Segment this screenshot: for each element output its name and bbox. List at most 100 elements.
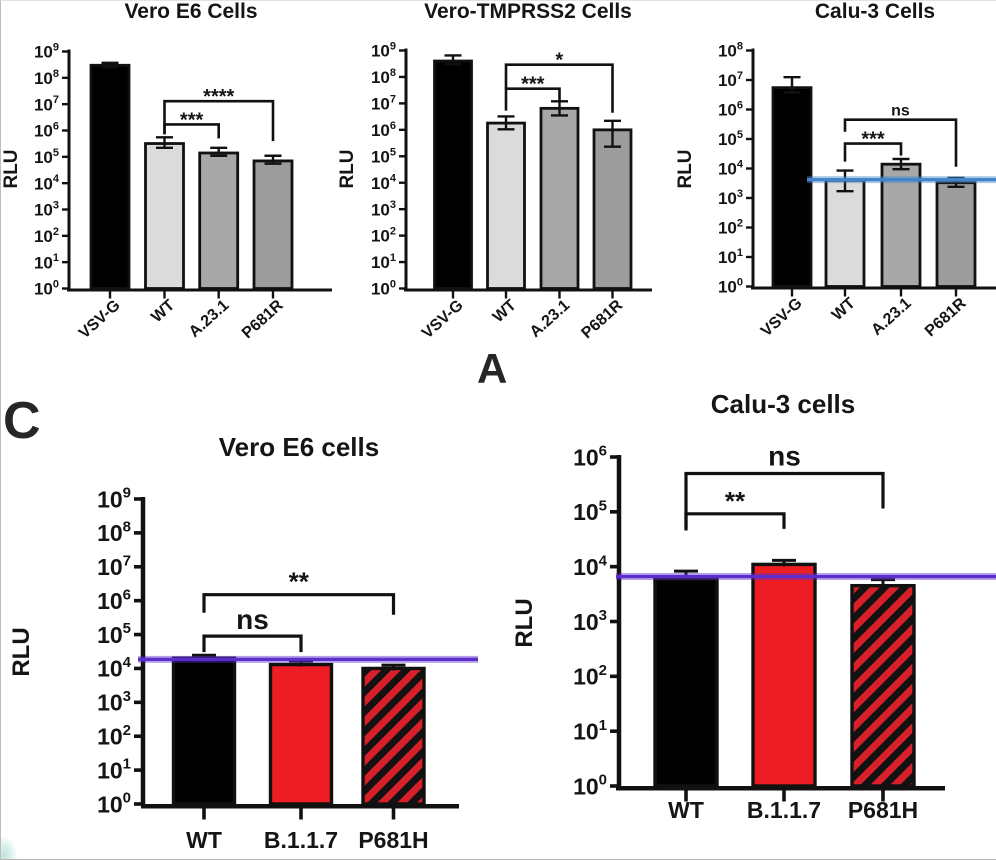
y-axis-label: RLU xyxy=(511,598,538,647)
y-tick-label: 109 xyxy=(371,40,396,60)
x-tick-label: B.1.1.7 xyxy=(264,827,338,853)
x-tick-label: VSV-G xyxy=(419,297,467,342)
chart-vero-tmprss2-panel-a: Vero-TMPRSS2 Cells RLU 100 101 102 103 104 105 1… xyxy=(337,1,652,342)
x-tick-label: WT xyxy=(490,297,520,326)
y-tick-label: 105 xyxy=(718,129,743,149)
y-tick-label: 103 xyxy=(97,688,131,716)
y-tick-label: 108 xyxy=(718,40,743,60)
bar-P681R xyxy=(252,159,294,290)
sig-label: ns xyxy=(891,103,910,120)
corner-artifact xyxy=(1,837,17,859)
sig-bracket xyxy=(504,63,614,113)
sig-label: ns xyxy=(236,604,269,635)
x-tick-label: WT xyxy=(668,797,704,823)
x-tick-label: WT xyxy=(829,295,859,324)
y-axis-label: RLU xyxy=(8,627,35,676)
y-tick-label: 108 xyxy=(34,68,59,88)
x-tick-label: P681R xyxy=(578,297,626,343)
y-tick-label: 103 xyxy=(371,199,396,219)
chart-title: Vero-TMPRSS2 Cells xyxy=(424,1,632,23)
bar-A.23.1 xyxy=(198,151,240,290)
bar-WT xyxy=(653,577,719,788)
bar-WT xyxy=(486,121,526,290)
y-tick-label: 102 xyxy=(573,662,607,690)
y-tick-label: 100 xyxy=(97,790,131,818)
y-tick-label: 109 xyxy=(97,485,131,513)
bar-VSV-G xyxy=(771,86,813,288)
y-tick-label: 105 xyxy=(97,620,131,648)
y-tick-label: 101 xyxy=(573,717,607,745)
chart-title: Calu-3 Cells xyxy=(815,1,935,23)
y-tick-label: 101 xyxy=(97,756,131,784)
sig-bracket xyxy=(684,512,786,529)
y-tick-label: 102 xyxy=(371,226,396,246)
bar-B.1.1.7 xyxy=(268,662,334,806)
x-tick-label: P681R xyxy=(239,297,287,343)
y-tick-label: 108 xyxy=(371,67,396,87)
chart-calu3-panel-c: Calu-3 cells RLU 100 101 102 103 104 105 106 WT B.… xyxy=(511,389,996,823)
panel-label-c: C xyxy=(3,392,41,450)
y-tick-label: 106 xyxy=(371,120,396,140)
y-tick-label: 104 xyxy=(34,173,60,193)
bar-WT xyxy=(824,178,866,288)
sig-bracket xyxy=(202,634,303,653)
x-tick-label: WT xyxy=(148,297,178,326)
chart-title: Vero E6 cells xyxy=(219,432,379,462)
sig-bracket xyxy=(504,87,561,111)
y-tick-label: 106 xyxy=(97,586,131,614)
y-tick-label: 100 xyxy=(371,278,396,298)
y-tick-label: 108 xyxy=(97,519,131,547)
x-tick-label: A.23.1 xyxy=(527,297,573,341)
x-tick-label: VSV-G xyxy=(76,297,124,342)
sig-label: *** xyxy=(521,74,545,96)
y-tick-label: 109 xyxy=(34,41,59,61)
bar-P681H xyxy=(361,666,426,806)
sig-bracket xyxy=(163,99,275,142)
sig-label: **** xyxy=(203,86,234,108)
sig-bracket xyxy=(843,118,958,167)
y-tick-label: 102 xyxy=(97,722,131,750)
chart-calu3-panel-a: Calu-3 Cells RLU 100 101 102 103 104 105 106 107 1… xyxy=(675,1,996,340)
y-tick-label: 101 xyxy=(718,247,743,267)
x-tick-label: WT xyxy=(186,827,222,853)
y-tick-label: 105 xyxy=(371,146,396,166)
x-tick-label: VSV-G xyxy=(758,295,806,340)
y-tick-label: 106 xyxy=(34,120,59,140)
chart-vero-e6-panel-c: Vero E6 cells RLU 100 101 102 103 104 105 106 107… xyxy=(8,432,478,853)
sig-label: ns xyxy=(768,441,801,472)
bar-P681R xyxy=(935,181,977,288)
y-tick-label: 101 xyxy=(371,252,396,272)
bar-B.1.1.7 xyxy=(751,562,817,788)
y-tick-label: 104 xyxy=(718,158,744,178)
sig-label: ** xyxy=(289,567,310,597)
bar-WT xyxy=(171,656,237,806)
y-tick-label: 104 xyxy=(97,654,132,682)
sig-bracket xyxy=(202,593,396,615)
sig-label: * xyxy=(555,50,563,72)
x-tick-label: B.1.1.7 xyxy=(747,797,821,823)
y-axis-label: RLU xyxy=(675,149,696,188)
sig-bracket xyxy=(843,142,903,162)
bar-P681R xyxy=(592,128,633,290)
y-tick-label: 100 xyxy=(34,278,59,298)
y-tick-label: 105 xyxy=(573,497,607,525)
bar-A.23.1 xyxy=(539,106,580,290)
y-tick-label: 106 xyxy=(718,99,743,119)
y-tick-label: 101 xyxy=(34,252,59,272)
y-tick-label: 103 xyxy=(34,199,59,219)
panel-label-a: A xyxy=(477,345,508,392)
y-tick-label: 107 xyxy=(371,93,396,113)
bar-A.23.1 xyxy=(880,162,922,288)
bar-VSV-G xyxy=(433,59,473,290)
bar-VSV-G xyxy=(89,63,131,290)
chart-title: Vero E6 Cells xyxy=(124,1,257,23)
y-tick-label: 107 xyxy=(718,70,743,90)
y-axis-label: RLU xyxy=(1,149,22,188)
y-tick-label: 106 xyxy=(573,443,607,471)
y-tick-label: 103 xyxy=(718,188,743,208)
chart-title: Calu-3 cells xyxy=(711,389,856,419)
y-tick-label: 107 xyxy=(34,94,59,114)
x-tick-label: P681H xyxy=(848,797,918,823)
